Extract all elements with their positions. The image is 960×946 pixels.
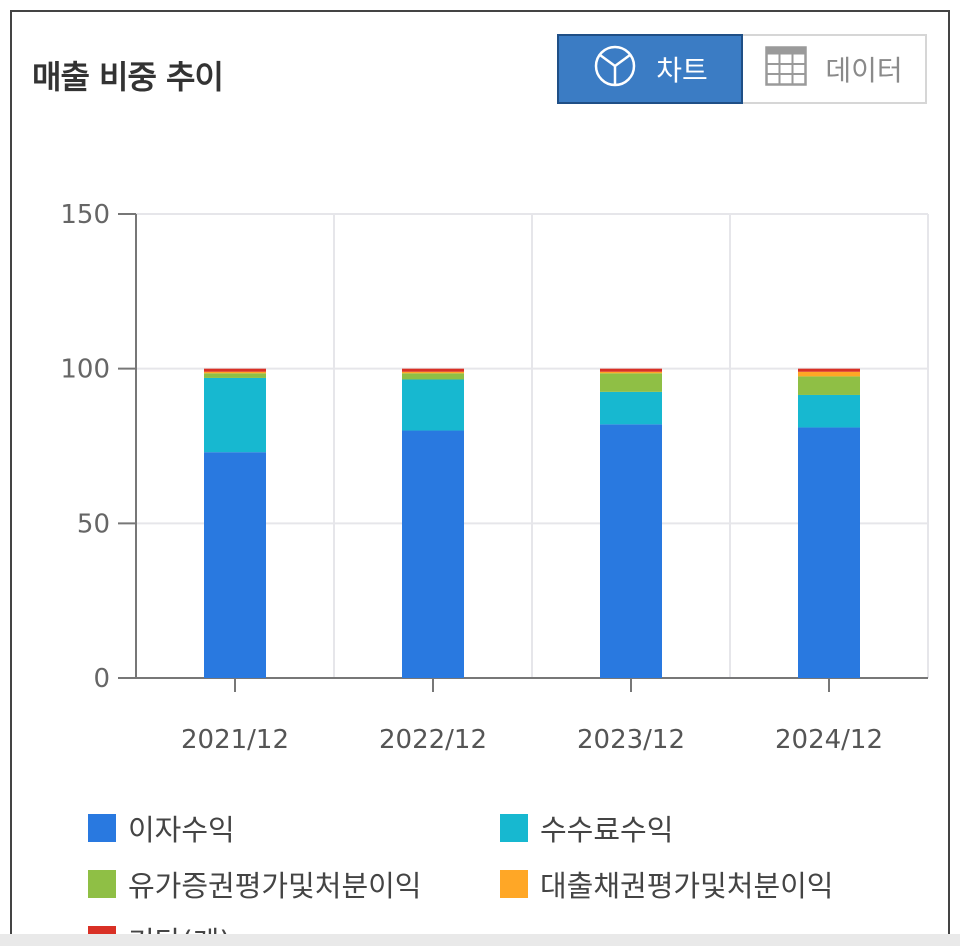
chart-card: 매출 비중 추이 차트 [10, 10, 950, 936]
y-tick-label: 150 [60, 200, 110, 230]
bar-segment [600, 424, 662, 678]
bar-segment [402, 368, 464, 372]
bar-segment [402, 379, 464, 431]
chart-view-button[interactable]: 차트 [557, 34, 743, 104]
page-title: 매출 비중 추이 [32, 58, 224, 96]
x-tick-label: 2023/12 [577, 725, 685, 755]
bar-segment [798, 427, 860, 678]
bar-segment [402, 430, 464, 678]
bar-segment [600, 391, 662, 425]
pie-chart-icon [592, 43, 638, 96]
x-tick-label: 2022/12 [379, 725, 487, 755]
legend-swatch [500, 814, 528, 842]
chart-view-label: 차트 [656, 54, 708, 87]
table-grid-icon [765, 45, 808, 93]
y-tick-label: 100 [60, 355, 110, 385]
y-tick-label: 0 [93, 664, 110, 694]
legend-label: 수수료수익 [540, 813, 674, 847]
x-tick-label: 2024/12 [775, 725, 883, 755]
bar-segment [798, 376, 860, 395]
legend-swatch [500, 870, 528, 898]
legend-item[interactable]: 대출채권평가및처분이익 [500, 863, 833, 905]
legend-item[interactable]: 이자수익 [88, 807, 235, 849]
bar-segment [600, 368, 662, 372]
data-view-button[interactable]: 데이터 [743, 34, 927, 104]
legend-label: 대출채권평가및처분이익 [540, 869, 834, 903]
bar-segment [798, 394, 860, 428]
bar-segment [600, 373, 662, 392]
bar-segment [402, 373, 464, 380]
x-tick-label: 2021/12 [181, 725, 289, 755]
legend-swatch [88, 814, 116, 842]
legend-item[interactable]: 수수료수익 [500, 807, 673, 849]
data-view-label: 데이터 [825, 54, 903, 87]
bar-segment [204, 452, 266, 678]
page-footer-strip [0, 934, 960, 946]
stacked-bar-chart: 0 50 100 150 2021/12 2022/12 2023/12 2024/12 [60, 200, 929, 755]
legend-label: 유가증권평가및처분이익 [128, 869, 422, 903]
legend-item[interactable]: 기타(계) [88, 919, 231, 934]
y-tick-label: 50 [77, 509, 110, 539]
bar-segment [798, 371, 860, 377]
bar-segment [600, 371, 662, 374]
legend-swatch [88, 870, 116, 898]
legend-item[interactable]: 유가증권평가및처분이익 [88, 863, 421, 905]
view-toggle: 차트 데이터 [557, 34, 927, 104]
bar-segment [402, 371, 464, 374]
bar-segment [204, 368, 266, 372]
bar-segment [798, 368, 860, 372]
legend-label: 기타(계) [128, 919, 231, 934]
bar-segment [204, 373, 266, 378]
bar-segment [204, 371, 266, 374]
legend-label: 이자수익 [128, 813, 235, 847]
bar-segment [204, 377, 266, 453]
legend-swatch [88, 926, 116, 934]
